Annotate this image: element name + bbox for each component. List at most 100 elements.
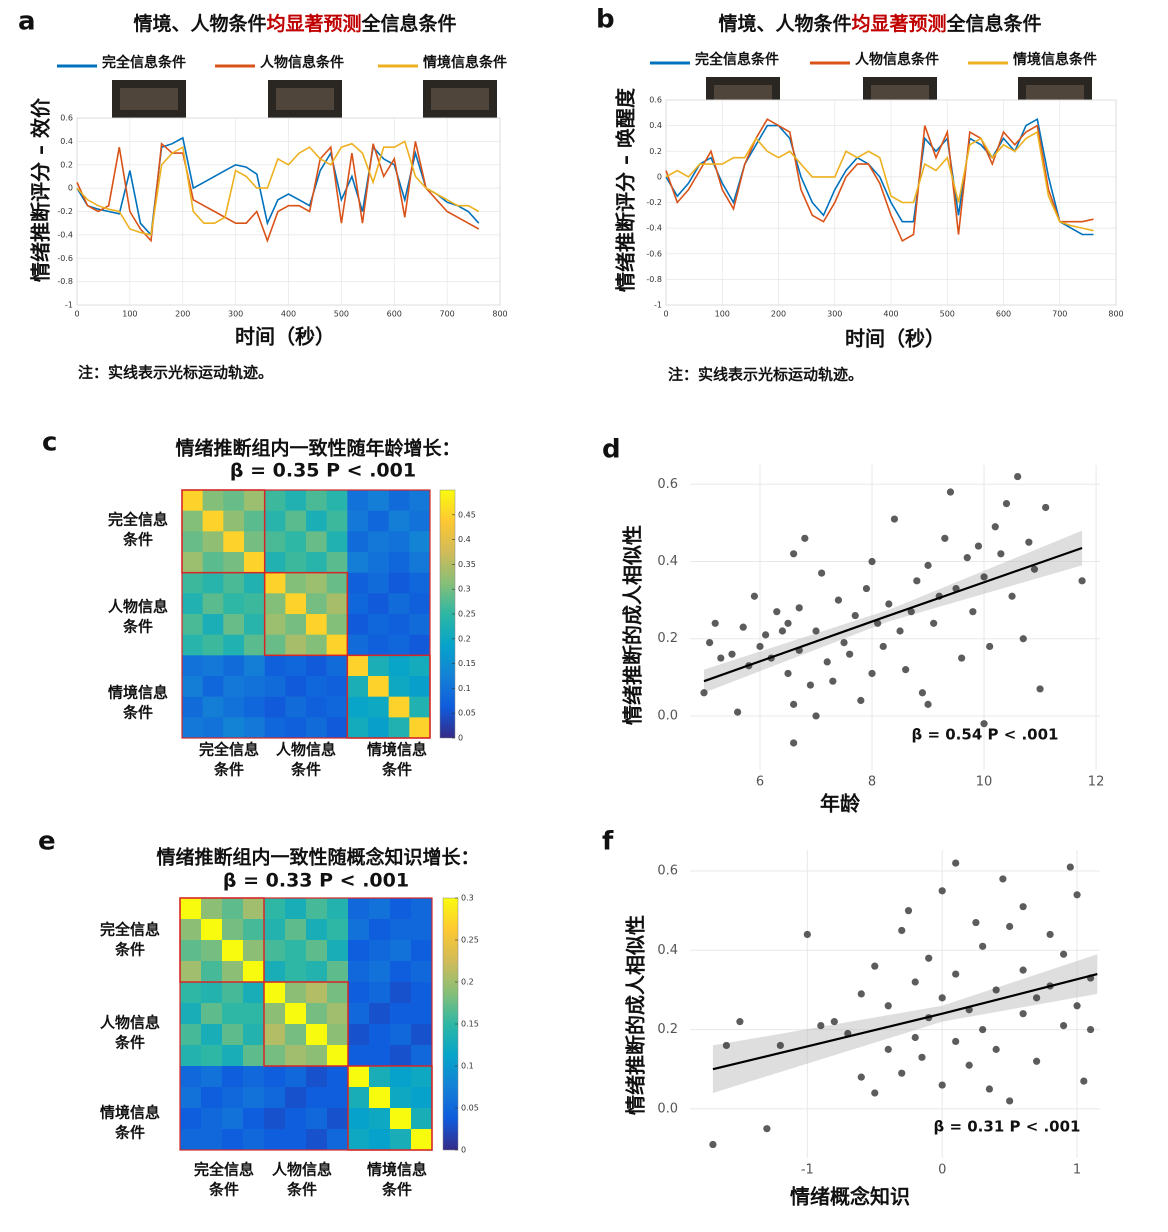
heatmap-cell (264, 898, 286, 920)
scatter-point (884, 1002, 892, 1010)
heatmap-cell (390, 1024, 412, 1046)
heatmap-cell (201, 982, 223, 1004)
row-label: 条件 (122, 531, 153, 549)
annotation: β = 0.54 P < .001 (912, 726, 1059, 744)
heatmap-cell (243, 1003, 265, 1025)
heatmap-cell (306, 1108, 328, 1130)
panel-label: a (18, 7, 36, 37)
heatmap-cell (409, 696, 431, 718)
heatmap-cell (306, 1129, 328, 1151)
scatter-point (706, 638, 714, 647)
heatmap-cell (411, 961, 433, 983)
scatter-point (871, 1089, 879, 1097)
scatter-point (795, 604, 803, 612)
y-tick-label: 0.2 (657, 631, 678, 646)
legend-label: 情境信息条件 (423, 54, 507, 71)
heatmap-cell (347, 510, 369, 532)
heatmap-cell (326, 614, 348, 635)
scatter-point (739, 623, 747, 631)
heatmap-cell (264, 1045, 286, 1067)
row-label: 情境信息 (100, 1104, 160, 1122)
heatmap-cell (182, 676, 203, 697)
title-part: 全信息条件 (361, 12, 457, 35)
y-tick-label: 0.2 (657, 1022, 678, 1037)
heatmap-cell (390, 898, 412, 920)
heatmap-cell (264, 490, 286, 511)
heatmap-cell (222, 961, 244, 983)
heatmap-cell (201, 1045, 223, 1067)
heatmap-cell (243, 1045, 265, 1067)
heatmap-cell (202, 634, 224, 656)
heatmap-cell (368, 490, 389, 511)
colorbar-tick-label: 0.3 (458, 585, 471, 594)
row-label: 完全信息 (108, 511, 168, 529)
heatmap-cell (285, 1087, 307, 1109)
y-axis-title: 情绪推断评分 – 效价 (29, 97, 53, 282)
row-label: 情境信息 (108, 684, 168, 702)
heatmap-cell (348, 1066, 370, 1088)
heatmap-cell (202, 510, 224, 532)
heatmap-cell (202, 572, 224, 594)
chart-title: 情绪推断组内一致性随年龄增长： (175, 437, 460, 460)
heatmap-cell (244, 634, 265, 656)
title-part: 情境、人物条件 (133, 12, 266, 35)
y-axis-title: 情绪推断的成人相似性 (621, 525, 645, 725)
scatter-point (709, 1140, 717, 1149)
video-thumbnail-detail (431, 88, 489, 110)
scatter-point (924, 700, 932, 708)
colorbar-tick-label: 0.15 (461, 1020, 479, 1029)
heatmap-cell (201, 919, 223, 941)
heatmap-cell (369, 1003, 391, 1025)
heatmap-cell (327, 1108, 349, 1130)
y-tick-label: -0.8 (646, 275, 662, 284)
heatmap-cell (368, 593, 389, 615)
heatmap-cell (285, 717, 307, 739)
heatmap-cell (244, 510, 265, 532)
heatmap-cell (409, 655, 431, 677)
scatter-point (700, 689, 708, 697)
scatter-point (1059, 950, 1068, 958)
heatmap-cell (306, 510, 327, 532)
scatter-point (890, 515, 899, 523)
x-axis-title: 时间（秒） (235, 325, 335, 349)
heatmap-cell (182, 490, 203, 511)
heatmap-cell (388, 655, 410, 677)
heatmap-cell (369, 1045, 391, 1067)
heatmap-cell (411, 982, 433, 1004)
heatmap-cell (390, 1129, 412, 1151)
scatter-point (952, 1037, 960, 1046)
heatmap-cell (223, 655, 245, 677)
heatmap-cell (368, 696, 389, 718)
heatmap-cell (180, 898, 202, 920)
heatmap-cell (264, 1087, 286, 1109)
scatter-point (938, 994, 946, 1002)
heatmap-cell (388, 531, 410, 553)
x-tick-label: 0 (938, 1163, 946, 1178)
scatter-point (773, 608, 781, 616)
heatmap-cell (390, 1066, 412, 1088)
heatmap-cell (348, 1129, 370, 1151)
heatmap-cell (202, 593, 224, 615)
heatmap-cell (306, 717, 327, 739)
heatmap-cell (368, 572, 389, 594)
panel-label: c (42, 428, 57, 458)
heatmap-cell (369, 919, 391, 941)
heatmap-cell (202, 655, 224, 677)
heatmap-cell (285, 1045, 307, 1067)
heatmap-cell (348, 898, 370, 920)
heatmap-cell (388, 593, 410, 615)
scatter-point (784, 619, 792, 627)
scatter-point (1042, 503, 1050, 512)
heatmap-cell (306, 1024, 328, 1046)
heatmap-cell (223, 490, 245, 511)
heatmap-cell (390, 1087, 412, 1109)
y-tick-label: -0.4 (57, 230, 73, 239)
y-tick-label: 0.6 (60, 114, 73, 123)
scatter-point (778, 627, 787, 635)
heatmap-cell (223, 676, 245, 697)
heatmap-cell (182, 593, 203, 615)
heatmap-cell (180, 1087, 202, 1109)
y-axis-title: 情绪推断的成人相似性 (624, 915, 648, 1115)
scatter-point (823, 658, 831, 666)
heatmap-cell (327, 940, 349, 962)
